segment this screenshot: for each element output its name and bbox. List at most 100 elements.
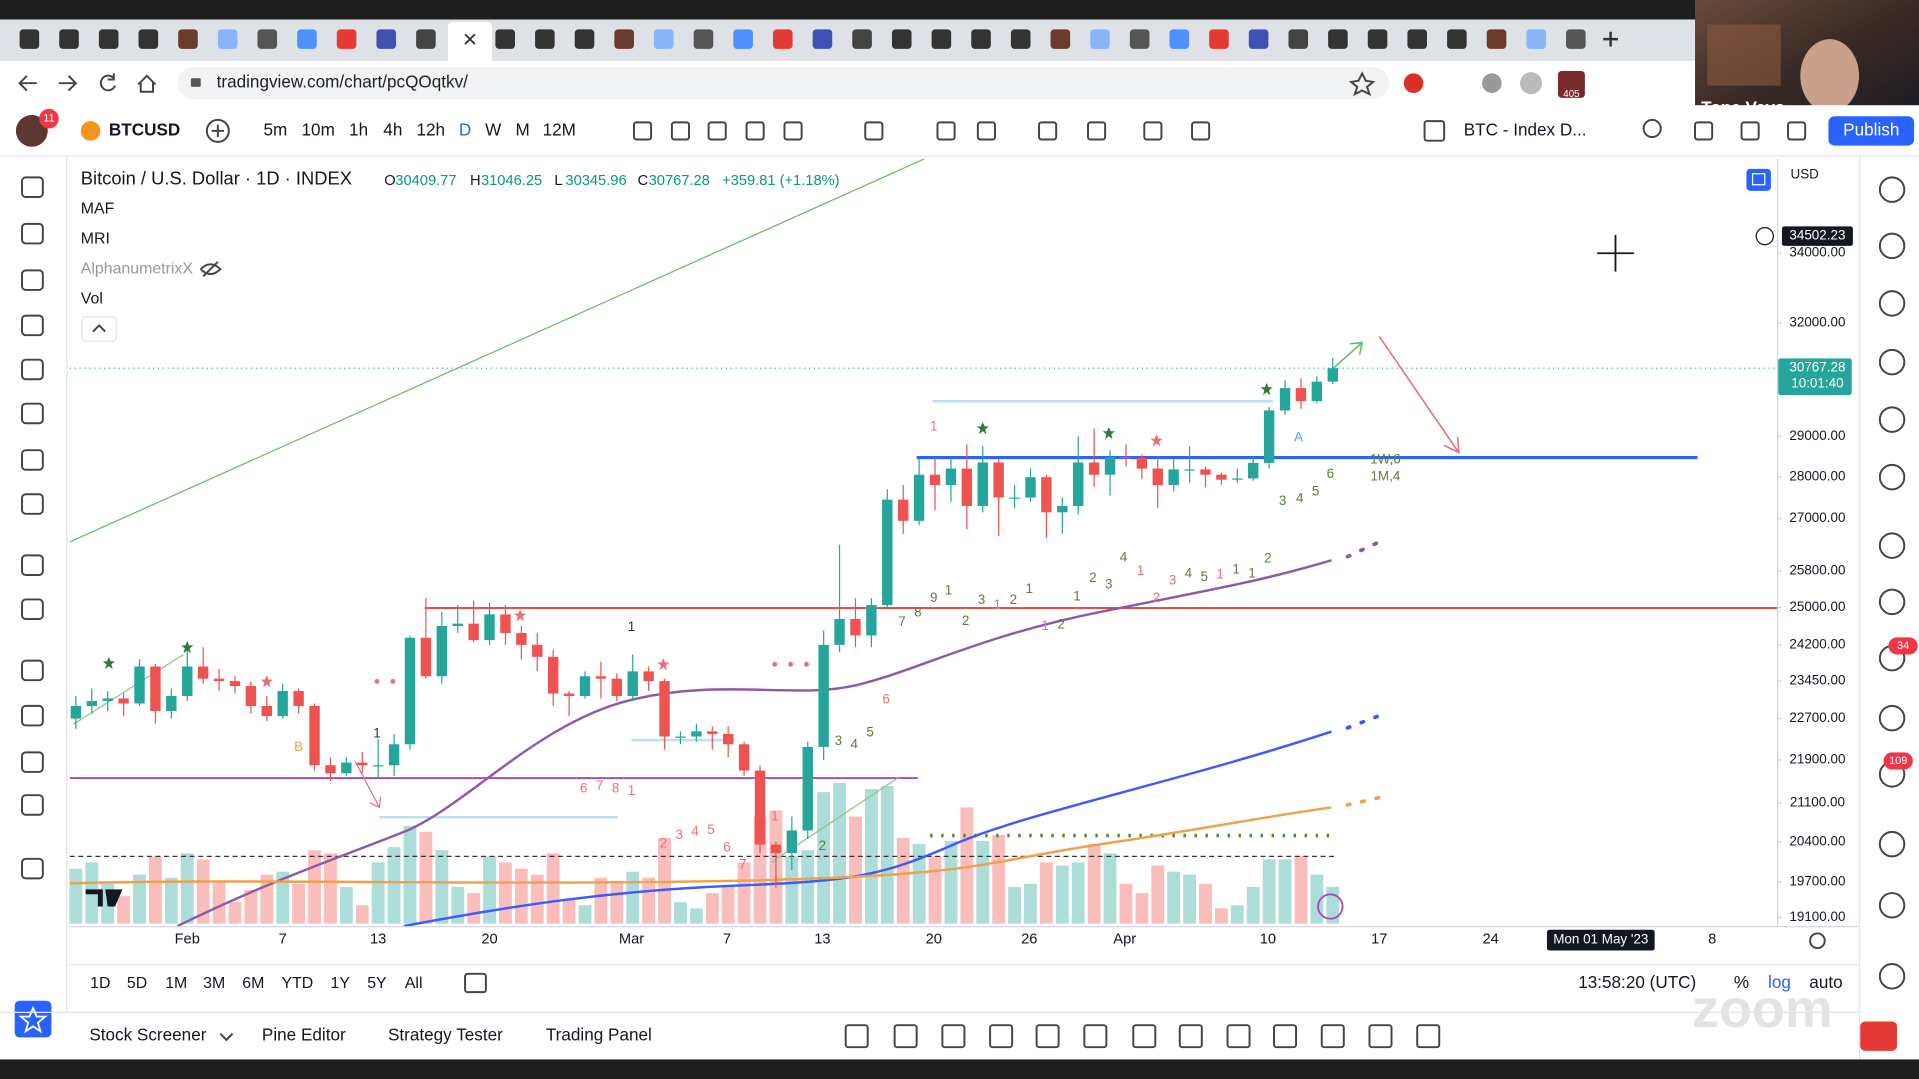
toolbar-icon[interactable] [1087,121,1107,141]
sidebar-icon[interactable] [1878,704,1906,732]
range-button[interactable]: All [405,975,423,992]
toolbar-icon[interactable] [783,121,803,141]
panel-tab[interactable]: Stock Screener [89,1025,206,1045]
browser-tab-icon[interactable] [1129,29,1150,49]
browser-tab-icon[interactable] [535,29,555,49]
drawing-tool[interactable] [21,358,44,381]
sidebar-icon[interactable] [1878,532,1906,559]
sidebar-icon[interactable] [1878,588,1906,616]
browser-tab-icon[interactable] [297,29,317,49]
toolbar-icon[interactable] [632,121,653,141]
url[interactable]: tradingview.com/chart/pcQOqtkv/ [217,72,469,92]
new-tab[interactable] [1603,31,1618,47]
scale-toggle[interactable]: % [1734,972,1749,992]
reload-button[interactable] [99,73,116,92]
home-button[interactable] [137,74,157,93]
drawing-tool[interactable] [21,176,44,198]
browser-tab-icon[interactable] [931,29,952,49]
forward-button[interactable] [58,75,78,92]
toolbar-icon[interactable] [670,121,691,141]
drawing-shortcut[interactable] [1320,1024,1345,1049]
browser-tab-icon[interactable] [98,29,119,49]
browser-tab-icon[interactable] [812,29,833,49]
drawing-tool[interactable] [21,449,44,471]
panel-tab[interactable]: Pine Editor [262,1025,346,1045]
drawing-tool[interactable] [21,659,44,682]
browser-tab-icon[interactable] [1169,29,1190,49]
browser-tab-icon[interactable] [1090,29,1110,49]
drawing-shortcut[interactable] [1132,1024,1157,1049]
sidebar-icon[interactable] [1878,176,1906,203]
compare-button[interactable] [205,118,230,143]
publish-button[interactable] [1828,116,1915,146]
interval-button[interactable]: 1h [349,119,368,139]
browser-tab-icon[interactable] [1288,29,1309,49]
browser-tab-icon[interactable] [376,29,397,49]
browser-tab-icon[interactable] [574,29,595,49]
browser-tab-icon[interactable] [852,29,872,49]
browser-tab-icon[interactable] [891,29,912,49]
drawing-shortcut[interactable] [1273,1024,1298,1049]
extension-icon[interactable] [1482,73,1502,93]
browser-tab-icon[interactable] [1367,29,1388,49]
drawing-shortcut[interactable] [1035,1024,1060,1049]
layout-button[interactable] [1746,168,1771,191]
drawing-shortcut[interactable] [1368,1024,1393,1049]
drawing-shortcut[interactable] [1226,1024,1251,1049]
toolbar-icon[interactable] [976,121,996,141]
range-button[interactable]: 1D [90,975,110,992]
drawing-tool[interactable] [21,751,44,773]
range-button[interactable]: 1Y [331,975,351,992]
checkbox[interactable] [1423,120,1446,142]
sidebar-icon[interactable] [1878,963,1906,990]
indicator-name[interactable]: MRI [81,230,110,247]
interval-button[interactable]: D [459,119,471,139]
browser-tab-icon[interactable] [495,29,515,49]
indicator-name[interactable]: AlphanumetrixX [81,260,194,277]
symbol[interactable]: BTCUSD [109,119,180,139]
search-button[interactable] [1642,118,1662,138]
toolbar-icon[interactable] [745,121,765,141]
browser-tab-icon[interactable] [1050,29,1071,49]
drawing-tool[interactable] [21,222,44,245]
interval-button[interactable]: 12M [543,119,576,139]
browser-tab-icon[interactable] [1566,29,1586,49]
avatar[interactable] [15,114,48,147]
active-tab[interactable] [447,22,492,62]
drawing-shortcut[interactable] [844,1024,869,1049]
extension-icon[interactable] [1403,73,1424,93]
toolbar-icon[interactable] [1694,121,1714,141]
toolbar-icon[interactable] [1787,121,1807,141]
toolbar-icon[interactable] [1191,121,1211,141]
collapse-button[interactable] [81,316,117,342]
browser-tab-icon[interactable] [654,29,674,49]
close-tab[interactable] [464,33,476,45]
drawing-tool[interactable] [21,554,44,576]
toolbar-icon[interactable] [1143,121,1163,141]
panel-tab[interactable]: Strategy Tester [388,1025,503,1045]
compare-button[interactable] [211,124,224,138]
event-icon[interactable] [1317,893,1344,920]
interval-button[interactable]: 12h [417,119,446,139]
interval-button[interactable]: 4h [383,119,402,139]
panel-tab[interactable]: Trading Panel [546,1025,652,1045]
browser-tab-icon[interactable] [19,29,40,49]
back-button[interactable] [18,75,37,92]
chart-pane[interactable] [69,159,1778,927]
browser-tab-icon[interactable] [178,29,198,49]
sidebar-icon[interactable] [1878,892,1906,919]
drawing-shortcut[interactable] [1178,1024,1203,1049]
browser-tab-icon[interactable] [772,29,793,49]
settings-button[interactable] [1809,932,1826,950]
sidebar-icon[interactable] [1878,232,1906,260]
drawing-shortcut[interactable] [893,1024,918,1049]
index-select[interactable]: BTC - Index D... [1464,119,1587,139]
range-button[interactable]: 5D [127,975,147,992]
browser-tab-icon[interactable] [217,29,238,49]
browser-tab-icon[interactable] [59,29,79,49]
browser-tab-icon[interactable] [971,29,991,49]
interval-button[interactable]: 10m [302,119,335,139]
drawing-shortcut[interactable] [1416,1024,1441,1049]
drawing-shortcut[interactable] [941,1024,966,1049]
browser-tab-icon[interactable] [614,29,634,49]
